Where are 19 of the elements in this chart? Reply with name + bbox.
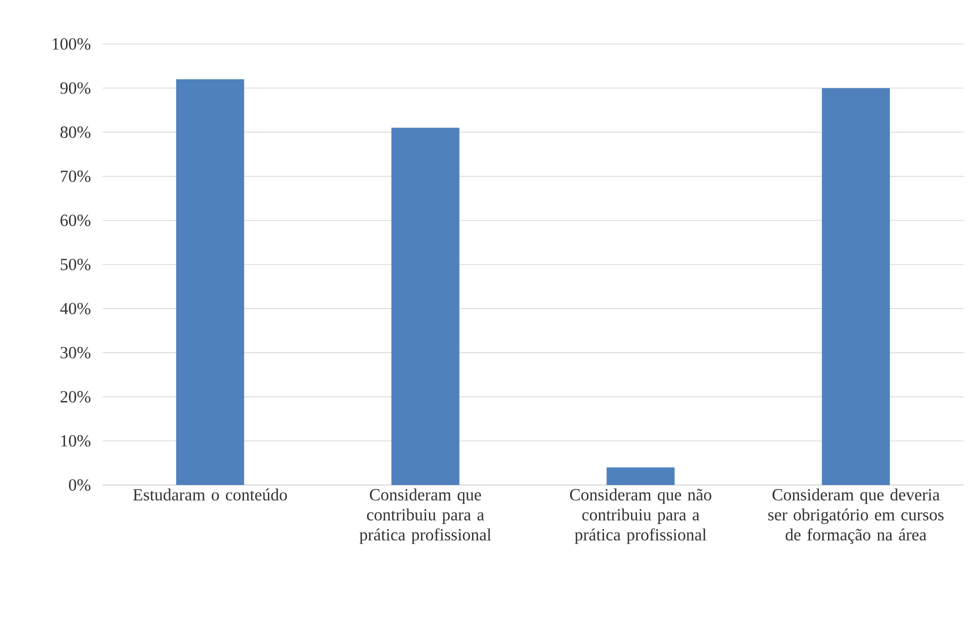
- x-tick-label: Estudaram o conteúdo: [133, 488, 287, 501]
- y-tick-label: 40%: [60, 302, 90, 314]
- y-tick-label: 60%: [60, 214, 90, 226]
- y-tick-label: 90%: [60, 82, 90, 94]
- y-tick-label: 10%: [61, 435, 90, 447]
- bar: [606, 467, 675, 485]
- y-tick-label: 0%: [68, 479, 90, 491]
- x-tick-label: Consideram que deveria ser obrigatório em cursos de formação na área: [768, 488, 944, 544]
- y-tick-label: 80%: [60, 126, 90, 138]
- y-tick-label: 70%: [60, 170, 90, 182]
- bar: [176, 79, 244, 485]
- bar: [391, 128, 460, 485]
- x-tick-label: Consideram que não contribuiu para a prática profissional: [570, 488, 712, 544]
- y-tick-label: 20%: [60, 391, 90, 403]
- y-tick-label: 30%: [60, 346, 90, 358]
- x-tick-label: Consideram que contribuiu para a prática profissional: [360, 488, 492, 544]
- bar: [822, 88, 890, 485]
- y-tick-label: 100%: [52, 38, 90, 50]
- y-tick-label: 50%: [60, 258, 90, 270]
